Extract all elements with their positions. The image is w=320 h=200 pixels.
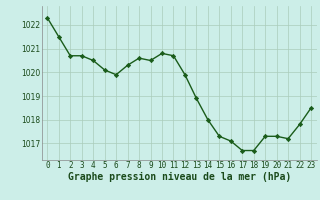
X-axis label: Graphe pression niveau de la mer (hPa): Graphe pression niveau de la mer (hPa) <box>68 172 291 182</box>
